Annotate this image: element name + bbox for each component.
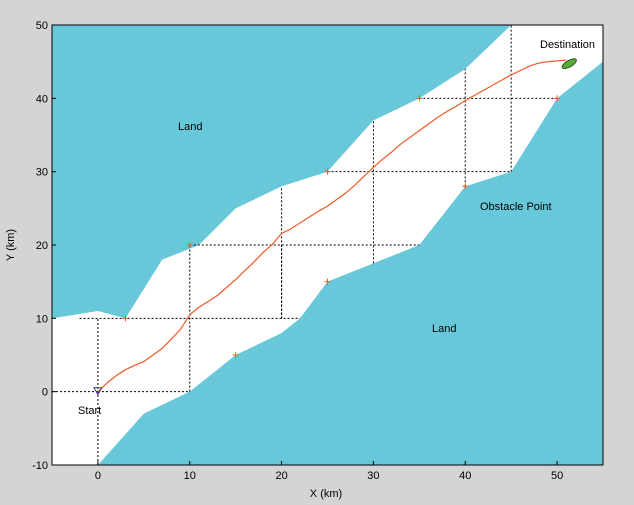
- planned-path: [97, 59, 567, 393]
- x-axis-label: X (km): [310, 488, 342, 500]
- annotation-start: Start: [78, 405, 101, 417]
- obstacle-point-7: [462, 183, 469, 190]
- y-tick-label: 10: [36, 313, 48, 325]
- path-line: [97, 59, 567, 393]
- x-ticks: 0 10 20 30 40 50: [95, 461, 563, 482]
- obstacle-point-8: [554, 95, 561, 102]
- x-tick-label: 40: [459, 470, 471, 482]
- markers: [93, 58, 577, 396]
- annotation-obstacle-point: Obstacle Point: [480, 201, 552, 213]
- destination-ship-marker: [561, 58, 577, 70]
- obstacle-point-2: [186, 242, 193, 248]
- obstacle-point-6: [416, 95, 423, 102]
- land-region-1: [52, 25, 512, 319]
- obstacle-points: [122, 95, 561, 358]
- start-marker: [93, 387, 103, 396]
- y-tick-label: 40: [36, 93, 48, 105]
- obstacle-point-5: [324, 168, 331, 175]
- y-tick-label: 30: [36, 167, 48, 179]
- y-tick-label: 20: [36, 240, 48, 252]
- y-ticks: -10 0 10 20 30 40 50: [32, 20, 56, 472]
- y-tick-label: 0: [42, 387, 48, 399]
- y-tick-label: -10: [32, 460, 48, 472]
- obstacle-point-1: [122, 315, 129, 322]
- annotation-destination: Destination: [540, 39, 595, 51]
- y-tick-label: 50: [36, 20, 48, 32]
- x-tick-label: 50: [551, 470, 563, 482]
- x-tick-label: 30: [367, 470, 379, 482]
- y-axis-label: Y (km): [5, 229, 17, 261]
- obstacle-point-4: [324, 278, 331, 285]
- plot-area: [51, 24, 604, 466]
- obstacle-point-3: [232, 352, 239, 358]
- x-tick-label: 0: [95, 470, 101, 482]
- annotation-land-bottom: Land: [432, 323, 456, 335]
- x-tick-label: 20: [275, 470, 287, 482]
- annotation-land-top: Land: [178, 121, 202, 133]
- x-tick-label: 10: [184, 470, 196, 482]
- land-region-2: [97, 61, 604, 466]
